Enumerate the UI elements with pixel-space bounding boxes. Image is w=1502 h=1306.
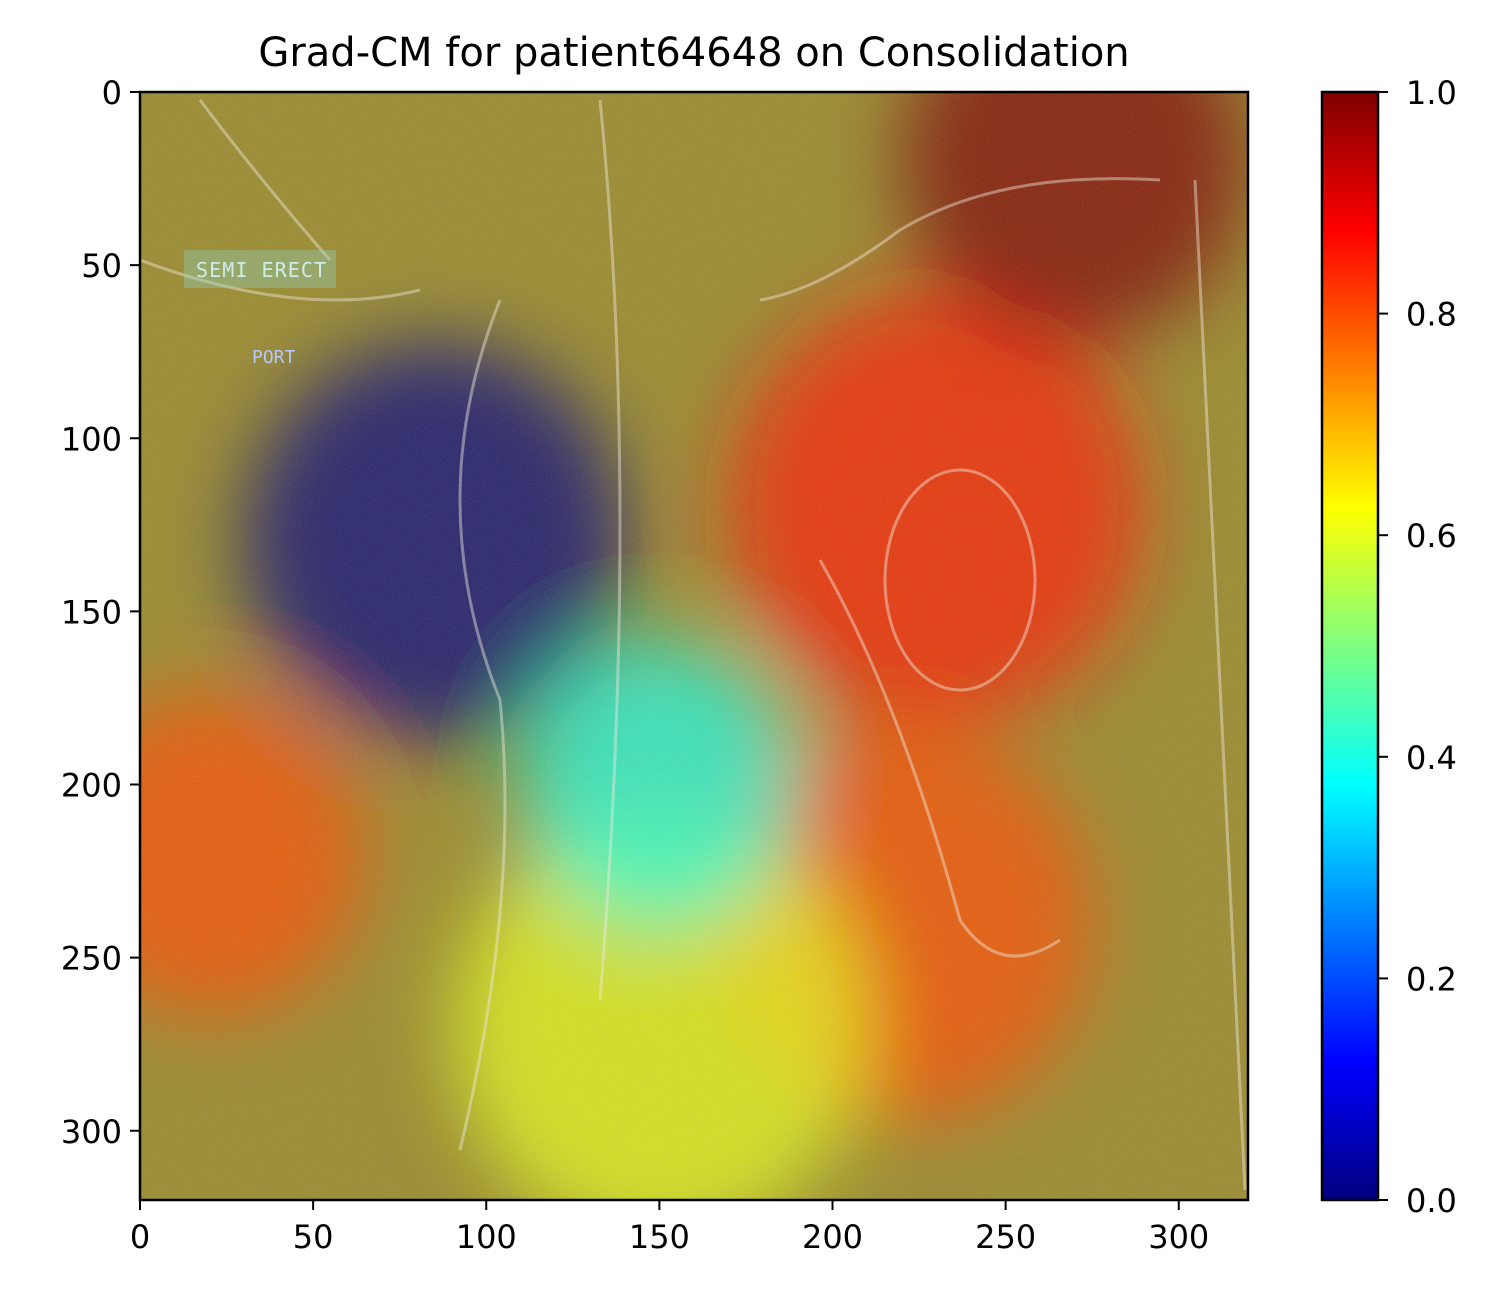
x-tick-label: 250 — [975, 1218, 1036, 1256]
y-tick-label: 300 — [61, 1113, 122, 1151]
colorbar-tick-label: 0.0 — [1406, 1182, 1457, 1220]
image-label-port: PORT — [252, 347, 296, 368]
y-tick-label: 0 — [102, 74, 122, 112]
x-tick-label: 300 — [1148, 1218, 1209, 1256]
colorbar-tick-label: 0.4 — [1406, 739, 1457, 777]
colorbar-tick-label: 0.6 — [1406, 517, 1457, 555]
plot-frame — [138, 90, 1250, 1202]
y-tick-label: 200 — [61, 767, 122, 805]
y-axis: 0 50 100 150 200 250 300 — [61, 74, 140, 1151]
chart-title: Grad-CM for patient64648 on Consolidatio… — [258, 30, 1129, 76]
colorbar-tick-label: 0.8 — [1406, 296, 1457, 334]
image-label-box — [184, 250, 336, 288]
x-tick-label: 100 — [456, 1218, 517, 1256]
x-tick-label: 50 — [293, 1218, 334, 1256]
colorbar-tick-label: 1.0 — [1406, 74, 1457, 112]
colorbar-tick-label: 0.2 — [1406, 960, 1457, 998]
x-tick-label: 200 — [802, 1218, 863, 1256]
y-tick-label: 50 — [81, 247, 122, 285]
heatmap-image: SEMI ERECT PORT — [140, 92, 1248, 1200]
colorbar-axis: 0.0 0.2 0.4 0.6 0.8 1.0 — [1378, 74, 1457, 1220]
y-tick-label: 150 — [61, 593, 122, 631]
x-axis: 0 50 100 150 200 250 300 — [130, 1200, 1209, 1256]
colorbar — [1320, 90, 1380, 1202]
y-tick-label: 250 — [61, 940, 122, 978]
image-label-semi-erect: SEMI ERECT — [196, 258, 326, 282]
y-tick-label: 100 — [61, 420, 122, 458]
x-tick-label: 150 — [629, 1218, 690, 1256]
x-tick-label: 0 — [130, 1218, 150, 1256]
